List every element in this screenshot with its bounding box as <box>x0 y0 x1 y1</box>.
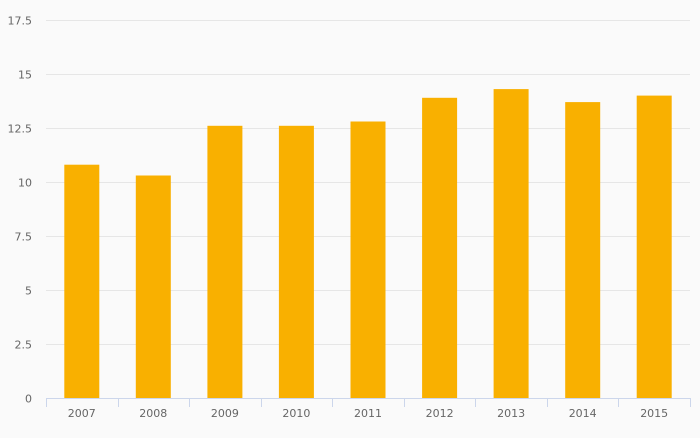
x-tick-label: 2007 <box>68 407 96 420</box>
x-tick-label: 2012 <box>426 407 454 420</box>
bar-2011[interactable] <box>350 121 386 399</box>
x-axis <box>46 398 691 407</box>
x-tick-label: 2009 <box>211 407 239 420</box>
bar-2009[interactable] <box>207 125 243 399</box>
y-tick-label: 12.5 <box>8 123 33 136</box>
bar-2007[interactable] <box>64 164 100 398</box>
x-tick-label: 2008 <box>139 407 167 420</box>
bars <box>64 89 672 399</box>
bar-2008[interactable] <box>135 175 171 399</box>
x-tick-label: 2014 <box>569 407 597 420</box>
x-tick-label: 2011 <box>354 407 382 420</box>
x-tick-label: 2010 <box>282 407 310 420</box>
bar-2012[interactable] <box>422 97 458 399</box>
bar-2010[interactable] <box>278 125 314 399</box>
y-tick-label: 10 <box>18 177 32 190</box>
y-tick-label: 2.5 <box>15 339 33 352</box>
x-tick-label: 2013 <box>497 407 525 420</box>
y-tick-label: 5 <box>25 285 32 298</box>
bar-2015[interactable] <box>636 95 672 398</box>
y-axis-ticks: 0 2.5 5 7.5 10 12.5 15 17.5 <box>8 15 33 406</box>
x-axis-ticks: 2007 2008 2009 2010 2011 2012 2013 2014 2015 <box>68 407 668 420</box>
bar-2014[interactable] <box>565 102 601 398</box>
bar-2013[interactable] <box>493 89 529 398</box>
y-tick-label: 7.5 <box>15 231 33 244</box>
y-tick-label: 15 <box>18 69 32 82</box>
x-tick-label: 2015 <box>640 407 668 420</box>
y-tick-label: 17.5 <box>8 15 33 28</box>
y-tick-label: 0 <box>25 393 32 406</box>
